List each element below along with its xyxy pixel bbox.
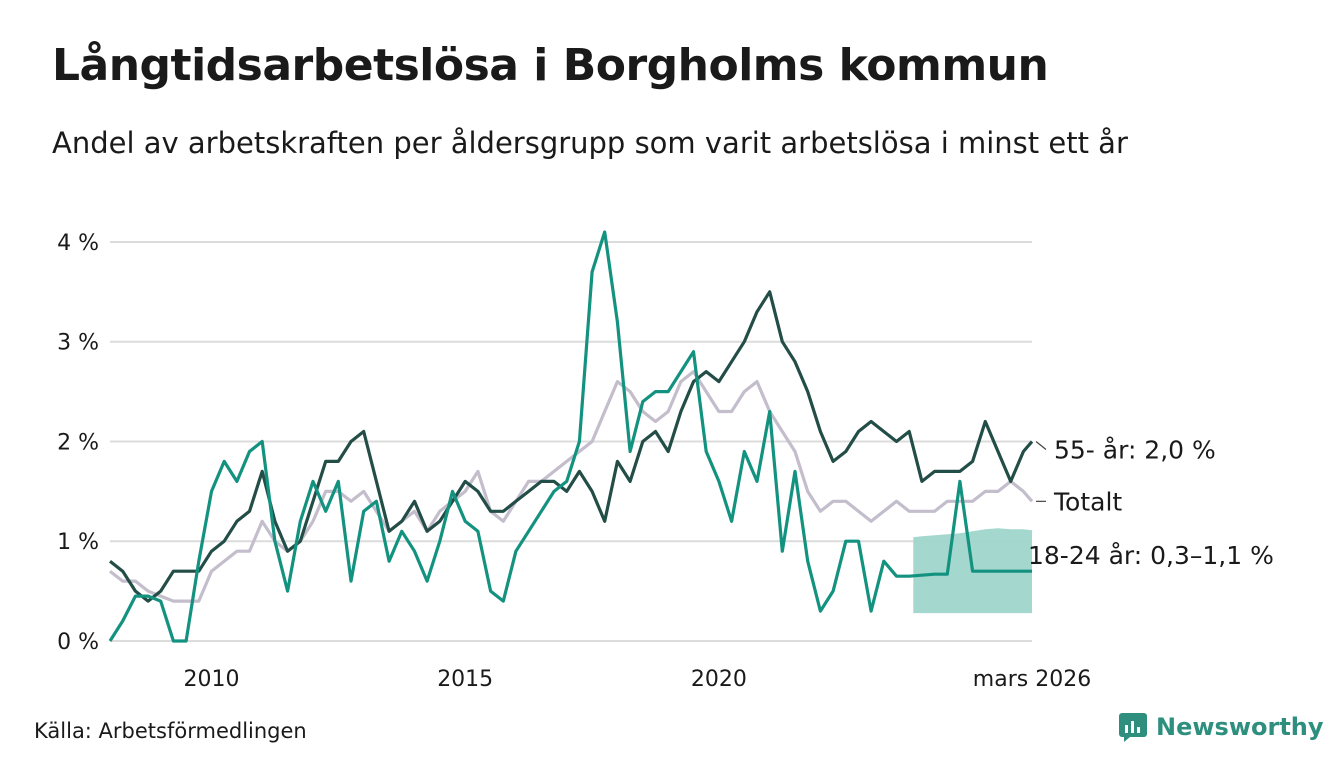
brand-logo: Newsworthy — [1118, 712, 1324, 742]
label-layer: Totalt 55- år: 2,0 % 18-24 år: 0,3–1,1 % — [1028, 435, 1274, 570]
y-tick-label: 0 % — [57, 630, 99, 655]
label-connector — [1035, 441, 1047, 450]
x-tick-label: 2015 — [437, 667, 493, 692]
newsworthy-logo-icon — [1119, 713, 1147, 742]
y-tick-label: 3 % — [57, 331, 99, 356]
grid-layer: 0 % 1 % 2 % 3 % 4 % 2010 2015 2020 mars 2026 — [57, 231, 1091, 692]
line-chart: 0 % 1 % 2 % 3 % 4 % 2010 2015 2020 mars 2026 Tot… — [57, 230, 1274, 692]
series-end-label: Totalt — [1053, 487, 1122, 516]
y-tick-label: 1 % — [57, 530, 99, 555]
y-tick-label: 2 % — [57, 430, 99, 455]
x-tick-label: 2020 — [691, 667, 747, 692]
y-tick-label: 4 % — [57, 231, 99, 256]
series-line-2 — [108, 230, 1032, 643]
brand-name: Newsworthy — [1156, 713, 1324, 741]
series-layer — [108, 230, 1034, 643]
page-title: Långtidsarbetslösa i Borgholms kommun — [52, 40, 1049, 91]
series-end-label: 18-24 år: 0,3–1,1 % — [1028, 541, 1274, 570]
page-subtitle: Andel av arbetskraften per åldersgrupp s… — [52, 126, 1128, 160]
source-note: Källa: Arbetsförmedlingen — [34, 719, 307, 743]
series-end-label: 55- år: 2,0 % — [1054, 435, 1216, 464]
x-tick-label: 2010 — [183, 667, 239, 692]
series-line-1 — [109, 290, 1034, 603]
x-tick-label: mars 2026 — [973, 667, 1091, 692]
